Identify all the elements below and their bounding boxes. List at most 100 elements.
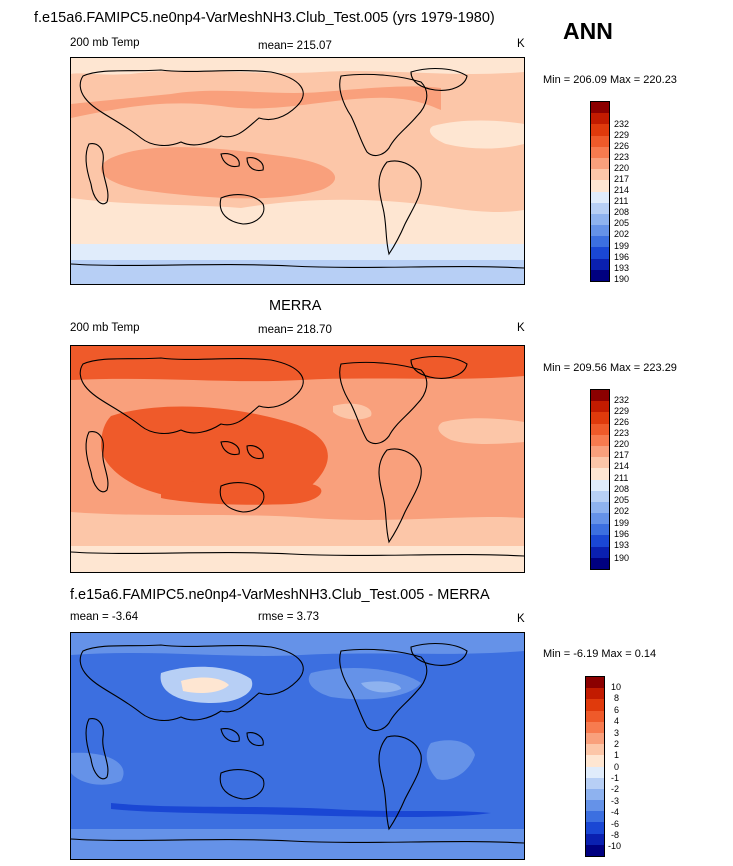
colorbar-tick-label: 202	[614, 229, 630, 239]
panel3-colorbar	[585, 676, 605, 857]
panel3-colorbar-swatch	[586, 755, 604, 767]
panel1-colorbar-swatch	[591, 124, 609, 136]
colorbar-tick-label: 0	[614, 762, 620, 772]
panel1-colorbar-swatch	[591, 180, 609, 192]
colorbar-tick-label: 6	[614, 705, 620, 715]
panel3-colorbar-swatch	[586, 788, 604, 801]
panel2-colorbar-swatch	[591, 557, 609, 569]
panel3-colorbar-swatch	[586, 677, 604, 689]
panel3-field-asia-hot	[181, 677, 229, 693]
panel2-colorbar-swatch	[591, 423, 609, 435]
panel1-colorbar-swatch	[591, 113, 609, 125]
colorbar-tick-label: 196	[614, 529, 630, 539]
panel1-field-warm-pool	[101, 147, 336, 199]
panel3-colorbar-swatch	[586, 732, 604, 745]
panel2-field-arctic	[71, 346, 524, 382]
colorbar-tick-label: -8	[611, 830, 620, 840]
panel2-variable-label: 200 mb Temp	[70, 322, 140, 334]
panel2-colorbar-swatch	[591, 535, 609, 547]
colorbar-tick-label: 208	[614, 207, 630, 217]
colorbar-tick-label: -4	[611, 807, 620, 817]
panel1-colorbar-swatch	[591, 135, 609, 147]
panel2-field-sh-pool	[161, 479, 322, 505]
panel2-colorbar-swatch	[591, 445, 609, 458]
colorbar-tick-label: 4	[614, 716, 620, 726]
panel3-field-africa	[71, 752, 124, 785]
panel2-field-atlantic	[438, 418, 524, 444]
colorbar-tick-label: 10	[611, 682, 622, 692]
colorbar-tick-label: -6	[611, 819, 620, 829]
panel1-colorbar-swatch	[591, 202, 609, 214]
panel1-colorbar	[590, 101, 610, 282]
panel1-min-max: Min = 206.09 Max = 220.23	[543, 74, 677, 86]
panel1-colorbar-swatch	[591, 236, 609, 248]
panel2-title: MERRA	[269, 298, 322, 314]
colorbar-tick-label: 211	[614, 196, 629, 206]
colorbar-tick-label: 229	[614, 406, 630, 416]
colorbar-tick-label: 220	[614, 439, 630, 449]
panel2-colorbar-swatch	[591, 390, 609, 402]
colorbar-tick-label: 199	[614, 241, 630, 251]
panel1-colorbar-swatch	[591, 169, 609, 181]
panel2-min-max: Min = 209.56 Max = 223.29	[543, 362, 677, 374]
panel3-colorbar-swatch	[586, 833, 604, 845]
panel1-colorbar-swatch	[591, 269, 609, 281]
panel1-colorbar-swatch	[591, 102, 609, 114]
panel2-colorbar-swatch	[591, 434, 609, 446]
panel2-units-label: K	[517, 322, 525, 334]
colorbar-tick-label: 205	[614, 218, 630, 228]
colorbar-tick-label: 217	[614, 450, 630, 460]
panel2-colorbar-swatch	[591, 401, 609, 413]
panel1-mean-label: mean= 215.07	[258, 40, 332, 52]
panel1-field-atlantic	[429, 120, 524, 149]
colorbar-tick-label: -10	[608, 841, 622, 851]
panel1-coastlines	[71, 67, 524, 269]
panel3-field-antarctic	[71, 829, 524, 859]
main-title: f.e15a6.FAMIPC5.ne0np4-VarMeshNH3.Club_T…	[34, 10, 495, 26]
colorbar-tick-label: 223	[614, 428, 630, 438]
panel3-colorbar-swatch	[586, 800, 604, 812]
panel3-title: f.e15a6.FAMIPC5.ne0np4-VarMeshNH3.Club_T…	[70, 587, 490, 603]
colorbar-tick-label: 8	[614, 693, 620, 703]
panel1-colorbar-swatch	[591, 247, 609, 259]
colorbar-tick-label: 223	[614, 152, 630, 162]
colorbar-tick-label: 193	[614, 540, 630, 550]
colorbar-tick-label: 226	[614, 141, 630, 151]
panel1-field-antarctic	[71, 260, 524, 284]
panel1-map	[70, 57, 525, 285]
panel3-field-arctic	[71, 633, 524, 656]
panel3-colorbar-swatch	[586, 766, 604, 778]
panel1-colorbar-swatch	[591, 157, 609, 170]
panel3-units-label: K	[517, 613, 525, 625]
panel2-colorbar-swatch	[591, 490, 609, 502]
panel3-field-npac-inner	[361, 681, 401, 693]
panel3-field-samerica	[426, 740, 475, 780]
colorbar-tick-label: 2	[614, 739, 620, 749]
panel2-map	[70, 345, 525, 573]
colorbar-tick-label: 196	[614, 252, 630, 262]
panel2-colorbar-swatch	[591, 524, 609, 536]
colorbar-tick-label: 202	[614, 506, 630, 516]
panel2-colorbar-swatch	[591, 546, 609, 558]
panel3-rmse-label: rmse = 3.73	[258, 611, 320, 623]
colorbar-tick-label: -3	[611, 796, 620, 806]
panel2-field-antarctic	[71, 546, 524, 572]
colorbar-tick-label: 193	[614, 263, 630, 273]
panel2-colorbar-swatch	[591, 501, 609, 514]
panel2-colorbar-swatch	[591, 468, 609, 480]
panel1-variable-label: 200 mb Temp	[70, 37, 140, 49]
colorbar-tick-label: 232	[614, 395, 630, 405]
colorbar-tick-label: 220	[614, 163, 630, 173]
panel3-min-max: Min = -6.19 Max = 0.14	[543, 648, 657, 660]
colorbar-tick-label: 190	[614, 553, 630, 563]
panel3-colorbar-swatch	[586, 777, 604, 789]
colorbar-tick-label: 211	[614, 473, 629, 483]
panel2-colorbar-swatch	[591, 412, 609, 424]
panel1-colorbar-swatch	[591, 191, 609, 203]
panel2-colorbar	[590, 389, 610, 570]
panel3-field-sh-cold	[111, 803, 491, 817]
panel2-colorbar-swatch	[591, 479, 609, 491]
colorbar-tick-label: 190	[614, 274, 630, 284]
panel1-units-label: K	[517, 38, 525, 50]
colorbar-tick-label: 226	[614, 417, 630, 427]
